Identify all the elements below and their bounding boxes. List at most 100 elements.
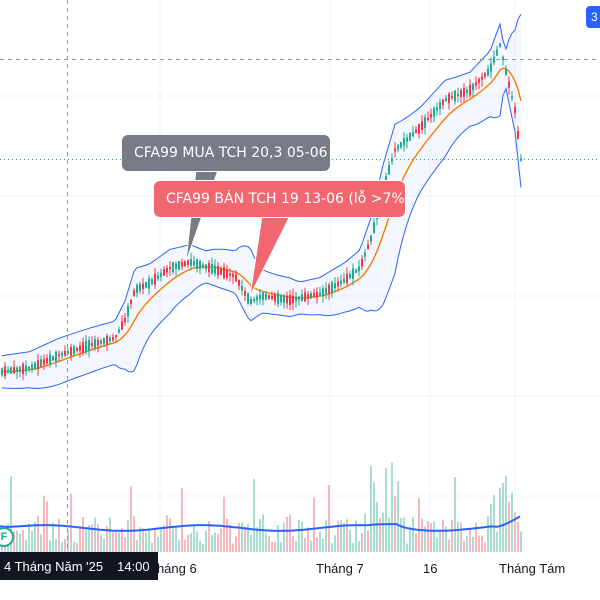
- top-right-button[interactable]: 3: [586, 6, 600, 28]
- candle-body: [469, 84, 471, 96]
- volume-bar: [220, 528, 222, 552]
- volume-bar: [37, 516, 39, 552]
- volume-bar: [214, 532, 216, 552]
- candle-body: [421, 121, 423, 131]
- candle-body: [415, 129, 417, 134]
- volume-bar: [16, 530, 18, 552]
- candle-body: [436, 107, 438, 111]
- candle-body: [256, 296, 258, 301]
- sell-signal-box: CFA99 BÁN TCH 19 13-06 (lỗ >7%): [153, 180, 410, 218]
- volume-bar: [304, 537, 306, 552]
- candle-body: [232, 273, 234, 278]
- volume-bar: [283, 522, 285, 552]
- candle-body: [259, 294, 261, 300]
- volume-bar: [145, 532, 147, 552]
- candle-body: [409, 132, 411, 141]
- candle-body: [346, 273, 348, 283]
- candle-body: [151, 278, 153, 285]
- candle-body: [70, 346, 72, 356]
- candle-body: [64, 351, 66, 356]
- candle-body: [124, 317, 126, 323]
- candle-body: [400, 142, 402, 148]
- candle-body: [16, 367, 18, 372]
- candle-body: [451, 96, 453, 99]
- candle-body: [196, 259, 198, 269]
- candle-body: [325, 287, 327, 294]
- volume-bar: [373, 482, 375, 552]
- volume-bar: [322, 538, 324, 552]
- volume-bar: [415, 533, 417, 552]
- volume-bar: [190, 533, 192, 552]
- volume-bar: [331, 543, 333, 552]
- volume-bar: [94, 517, 96, 552]
- candle-body: [394, 148, 396, 152]
- candle-body: [37, 360, 39, 369]
- volume-bar: [433, 521, 435, 552]
- candle-body: [28, 366, 30, 370]
- volume-bar: [19, 533, 21, 552]
- candle-body: [217, 265, 219, 276]
- candle-body: [94, 339, 96, 349]
- candle-body: [517, 130, 519, 139]
- candle-body: [268, 295, 270, 299]
- buy-signal-label: CFA99 MUA TCH 20,3 05-06: [134, 145, 328, 161]
- volume-bar: [475, 522, 477, 552]
- candle-body: [466, 89, 468, 93]
- volume-bar: [466, 535, 468, 552]
- volume-bar: [175, 526, 177, 552]
- volume-bar: [28, 523, 30, 552]
- volume-bar: [121, 527, 123, 552]
- candle-body: [235, 274, 237, 282]
- candle-body: [46, 358, 48, 364]
- candle-body: [31, 364, 33, 370]
- volume-bar: [289, 514, 291, 552]
- volume-bar: [235, 536, 237, 552]
- volume-bar: [250, 534, 252, 552]
- candle-body: [91, 343, 93, 346]
- volume-bar: [382, 512, 384, 552]
- candle-body: [322, 288, 324, 297]
- volume-bar: [208, 521, 210, 552]
- volume-bar: [169, 518, 171, 552]
- volume-bar: [310, 540, 312, 552]
- volume-bar: [142, 528, 144, 552]
- candle-body: [490, 63, 492, 72]
- volume-bar: [109, 517, 111, 552]
- volume-bar: [76, 543, 78, 552]
- volume-bar: [472, 536, 474, 552]
- volume-bar: [106, 526, 108, 552]
- candle-body: [22, 363, 24, 375]
- volume-bar: [448, 539, 450, 552]
- candle-body: [295, 296, 297, 302]
- candle-body: [121, 321, 123, 330]
- candle-body: [283, 295, 285, 304]
- candle-body: [181, 262, 183, 267]
- candle-body: [301, 294, 303, 302]
- volume-bar: [301, 522, 303, 552]
- candle-body: [19, 366, 21, 372]
- candle-body: [40, 359, 42, 368]
- volume-bar: [313, 497, 315, 552]
- volume-bar: [412, 516, 414, 552]
- volume-bar: [127, 519, 129, 552]
- candle-body: [478, 78, 480, 84]
- candle-body: [49, 354, 51, 365]
- volume-bar: [496, 531, 498, 552]
- candle-body: [406, 137, 408, 142]
- fundamentals-badge[interactable]: F: [0, 527, 14, 547]
- candle-body: [178, 261, 180, 270]
- volume-bar: [364, 513, 366, 552]
- crosshair-date-text: 4 Tháng Năm '25: [4, 558, 104, 574]
- volume-bar: [442, 519, 444, 552]
- volume-bar: [391, 462, 393, 552]
- candles: [1, 42, 522, 381]
- volume-bar: [502, 482, 504, 552]
- volume-bar: [52, 522, 54, 552]
- candle-body: [487, 68, 489, 76]
- volume-bar: [196, 531, 198, 552]
- volume-bar: [280, 542, 282, 552]
- candle-body: [373, 222, 375, 234]
- candle-body: [349, 273, 351, 279]
- volume-bar: [493, 494, 495, 552]
